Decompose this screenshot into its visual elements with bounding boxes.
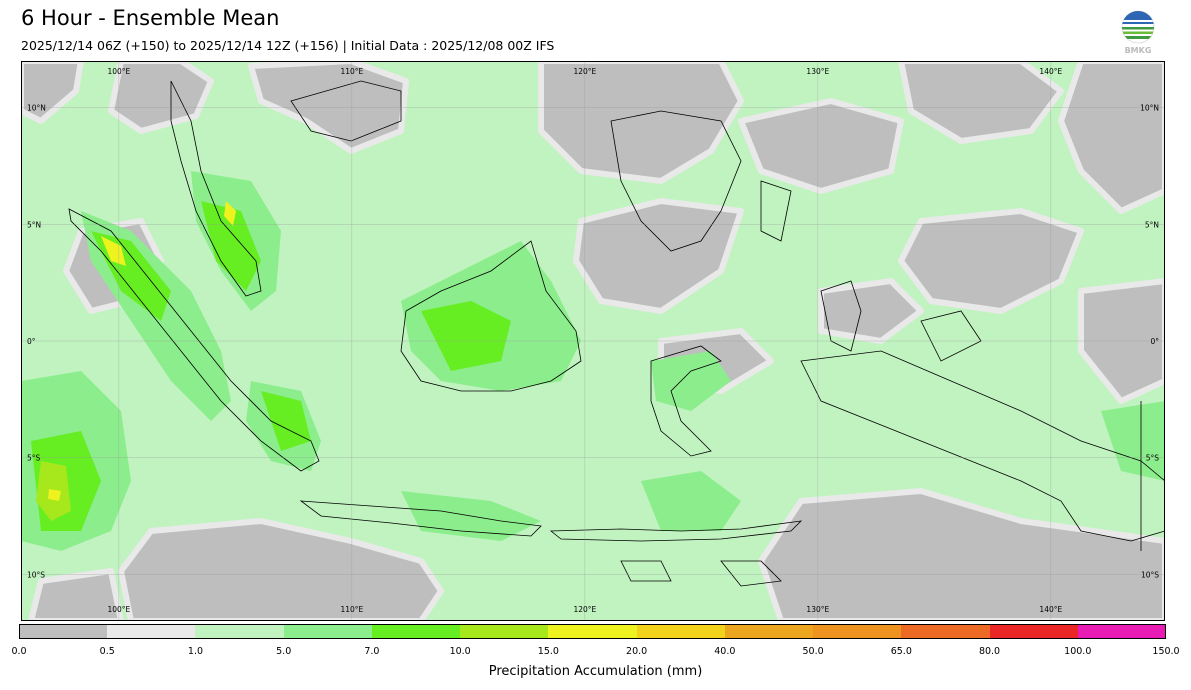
lat-label-right: 0° [1150,337,1159,346]
lon-label-bottom: 100°E [107,605,130,614]
colorbar-tick-label: 65.0 [890,646,912,657]
colorbar-tick-label: 15.0 [537,646,559,657]
colorbar-segment [371,624,461,639]
colorbar-tick-label: 7.0 [364,646,380,657]
colorbar-segment [460,624,549,639]
colorbar-segment [813,624,902,639]
colorbar-tick-label: 1.0 [187,646,204,657]
colorbar-segment [636,624,726,639]
colorbar-label: Precipitation Accumulation (mm) [488,664,703,679]
colorbar-tick-label: 0.5 [99,646,115,657]
coastlines [68,80,1165,587]
colorbar-tick-label: 50.0 [802,646,824,657]
bmkg-logo-icon: BMKG [1118,10,1158,56]
precipitation-map: 100°E 100°E 110°E 110°E 120°E 120°E 130°E 130°E… [21,61,1165,621]
colorbar-tick-label: 100.0 [1064,646,1092,657]
colorbar-segment [1077,624,1167,639]
colorbar-segment [283,624,373,639]
colorbar-tick-label: 80.0 [978,646,1001,657]
colorbar-tick-label: 40.0 [714,646,736,657]
lon-label-bottom: 110°E [340,605,363,614]
colorbar-segment [195,624,285,639]
logo-text: BMKG [1125,46,1152,55]
colorbar-segment [989,624,1079,639]
lat-label-right: 5°N [1145,220,1159,229]
colorbar-tick-label: 5.0 [276,646,292,657]
coordinate-labels: 100°E 100°E 110°E 110°E 120°E 120°E 130°E 130°E… [27,67,1159,614]
lon-label-top: 140°E [1039,67,1062,76]
page-title: 6 Hour - Ensemble Mean [21,6,280,30]
lon-label-bottom: 120°E [573,605,596,614]
map-frame [21,61,1165,621]
lat-label-left: 0° [27,337,36,346]
colorbar-segment [901,624,991,639]
lat-label-left: 10°S [27,570,45,579]
colorbar-tick-label: 20.0 [626,646,648,657]
lon-label-top: 120°E [573,67,596,76]
lat-label-left: 5°S [27,454,41,463]
lat-label-right: 10°S [1141,570,1159,579]
colorbar-tick-label: 0.0 [11,646,27,657]
colorbar [19,624,1167,639]
colorbar-segment [19,624,108,639]
lat-label-right: 5°S [1146,454,1160,463]
lon-label-bottom: 130°E [806,605,829,614]
lon-label-top: 110°E [340,67,363,76]
lat-label-right: 10°N [1140,104,1159,113]
colorbar-segment [107,624,196,639]
gridlines [21,61,1165,621]
lat-label-left: 10°N [27,104,46,113]
lat-label-left: 5°N [27,220,41,229]
colorbar-frame [19,624,1166,639]
colorbar-segment [724,624,814,639]
page-subtitle: 2025/12/14 06Z (+150) to 2025/12/14 12Z … [21,38,555,53]
colorbar-tick-label: 150.0 [1152,646,1180,657]
colorbar-tick-label: 10.0 [449,646,471,657]
lon-label-bottom: 140°E [1039,605,1062,614]
colorbar-segment [548,624,638,639]
lon-label-top: 100°E [107,67,130,76]
lon-label-top: 130°E [806,67,829,76]
